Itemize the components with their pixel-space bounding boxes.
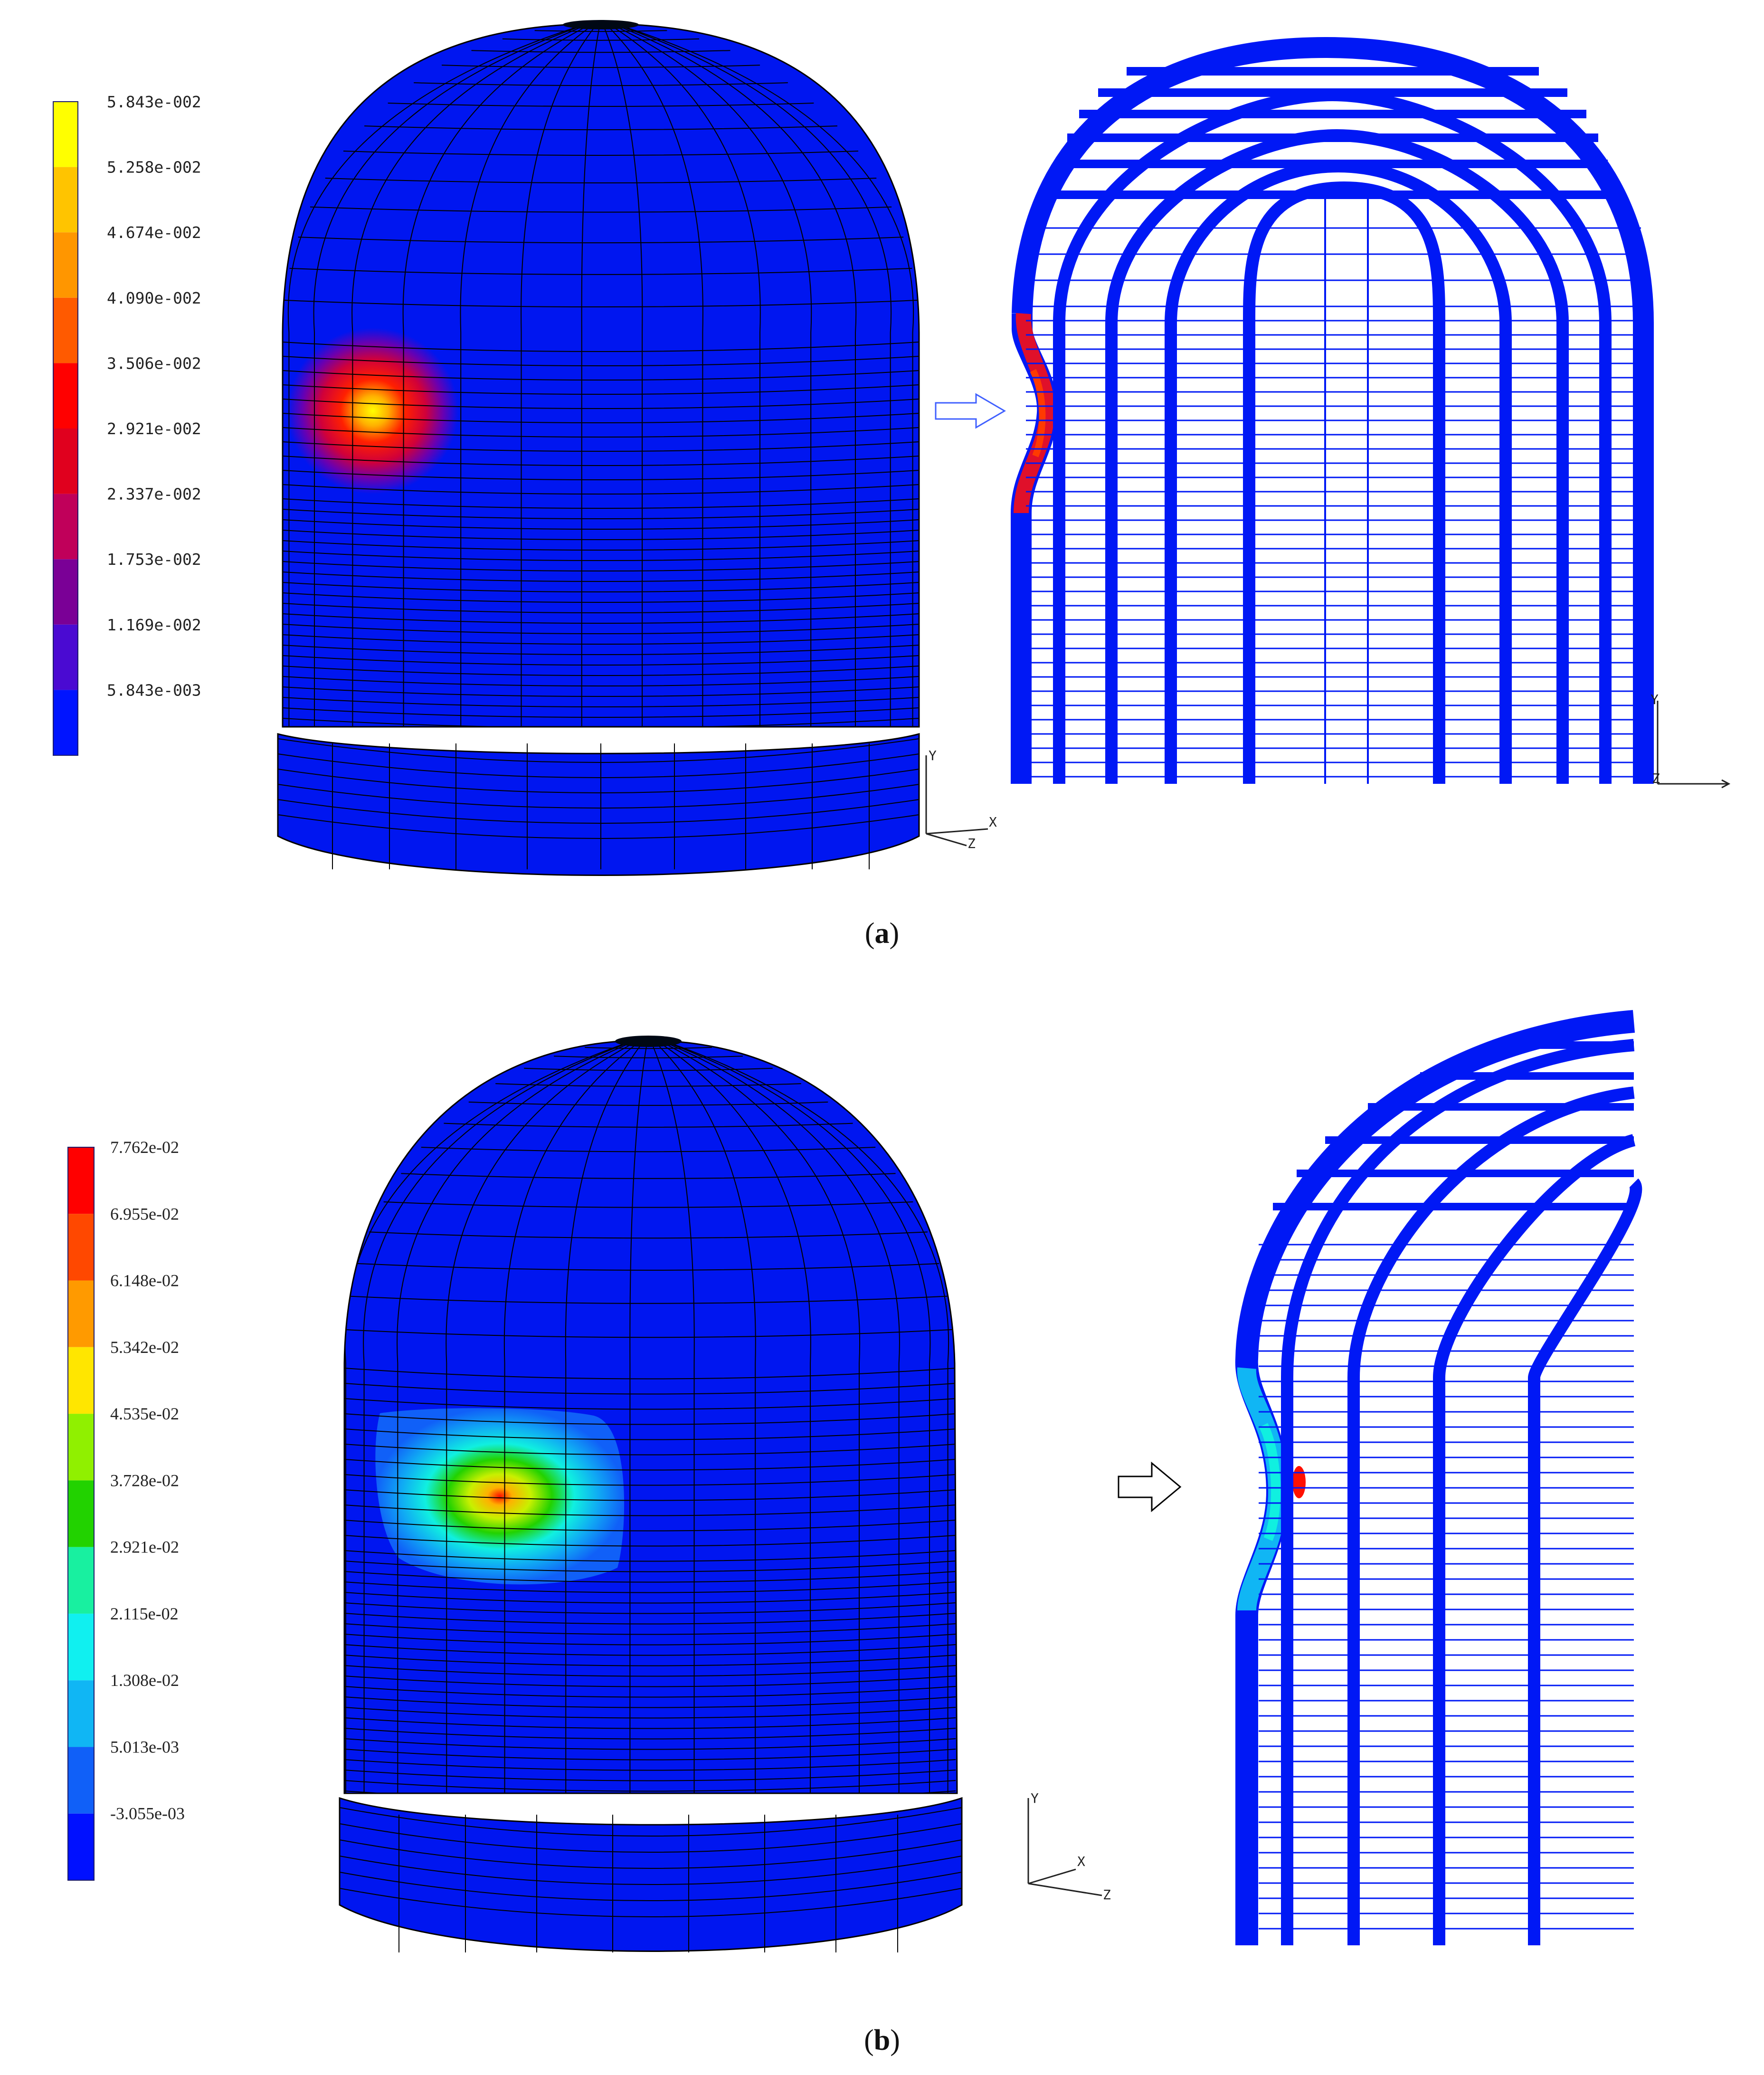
legend-swatch (53, 297, 78, 363)
shell-3d-b (339, 1036, 963, 1952)
legend-value: 6.955e-02 (110, 1204, 179, 1223)
legend-value: 6.148e-02 (110, 1271, 179, 1290)
section-a-frame (1011, 37, 1654, 784)
shell-a-apex (563, 20, 639, 29)
panel-b: 7.762e-02 6.955e-02 6.148e-02 5.342e-02 4.53… (67, 1010, 1642, 2056)
legend-swatch (53, 363, 78, 428)
legend-value: 5.843e-003 (107, 681, 201, 699)
legend-value: 3.728e-02 (110, 1471, 179, 1490)
shell-a-base (277, 733, 920, 876)
axis-a-x: X (989, 814, 997, 830)
legend-swatch (53, 167, 78, 233)
shell-b-mesh (344, 1040, 956, 1793)
legend-swatch (68, 1347, 94, 1414)
section-2d-a: Y Z (1011, 37, 1731, 789)
legend-swatch (68, 1280, 94, 1347)
axis-triad-b: Y X Z (1027, 1790, 1111, 1903)
legend-value: -3.055e-03 (110, 1804, 185, 1823)
axis-2d-a-y: Y (1650, 692, 1659, 707)
legend-value: 1.308e-02 (110, 1671, 179, 1690)
legend-value: 2.921e-002 (107, 419, 201, 438)
legend-swatch (68, 1613, 94, 1681)
shell-a-base-mesh (277, 738, 920, 869)
shell-a-hotspot (287, 328, 458, 494)
caption-b: (b) (864, 2024, 900, 2056)
axis-2d-a: Y Z (1650, 692, 1731, 789)
legend-value: 5.843e-002 (107, 93, 201, 111)
shell-b-apex (615, 1036, 682, 1047)
legend-value: 4.674e-002 (107, 223, 201, 242)
legend-value: 4.535e-02 (110, 1404, 179, 1423)
legend-swatch (53, 232, 78, 298)
shell-b-base-mesh (339, 1807, 962, 1952)
legend-value: 1.753e-002 (107, 550, 201, 569)
legend-swatch (53, 559, 78, 625)
caption-a: (a) (865, 917, 899, 950)
legend-b-colorbar (67, 1147, 95, 1881)
legend-swatch (68, 1147, 94, 1214)
legend-a-labels: 5.843e-002 5.258e-002 4.674e-002 4.090e-002… (107, 93, 201, 699)
legend-swatch (53, 428, 78, 494)
axis-b-x: X (1077, 1854, 1085, 1869)
axis-a-z: Z (967, 836, 976, 851)
legend-swatch (53, 102, 78, 167)
legend-swatch (53, 690, 78, 755)
legend-swatch (53, 494, 78, 560)
legend-b: 7.762e-02 6.955e-02 6.148e-02 5.342e-02 4.53… (67, 1138, 185, 1881)
legend-value: 3.506e-002 (107, 354, 201, 372)
legend-value: 5.013e-03 (110, 1737, 179, 1756)
shell-b-base (339, 1797, 963, 1952)
arrow-a (935, 393, 1006, 429)
axis-2d-a-z: Z (1652, 771, 1660, 786)
legend-value: 1.169e-002 (107, 616, 201, 634)
legend-value: 2.921e-02 (110, 1538, 179, 1557)
section-b-frame (1235, 1010, 1642, 1945)
shell-a-mesh (283, 24, 919, 727)
legend-value: 4.090e-002 (107, 289, 201, 307)
legend-value: 5.258e-002 (107, 158, 201, 177)
legend-a-colorbar (53, 101, 78, 756)
legend-swatch (68, 1680, 94, 1747)
axis-b-z: Z (1103, 1887, 1111, 1903)
legend-value: 2.337e-002 (107, 485, 201, 504)
legend-swatch (68, 1414, 94, 1481)
panel-a: 5.843e-002 5.258e-002 4.674e-002 4.090e-002… (53, 20, 1731, 950)
legend-swatch (68, 1480, 94, 1547)
legend-b-labels: 7.762e-02 6.955e-02 6.148e-02 5.342e-02 4.53… (110, 1138, 185, 1823)
axis-triad-a: Y X Z (925, 748, 997, 851)
legend-value: 7.762e-02 (110, 1138, 179, 1157)
legend-a: 5.843e-002 5.258e-002 4.674e-002 4.090e-002… (53, 93, 201, 756)
legend-swatch (53, 624, 78, 690)
axis-a-y: Y (929, 748, 937, 763)
shell-b-hotspot (375, 1408, 625, 1585)
arrow-b (1118, 1461, 1182, 1513)
shell-3d-a (277, 20, 920, 876)
legend-swatch (68, 1547, 94, 1614)
section-2d-b (1235, 1010, 1642, 1945)
legend-swatch (68, 1214, 94, 1281)
legend-swatch (68, 1813, 94, 1880)
legend-swatch (68, 1747, 94, 1814)
axis-b-y: Y (1031, 1790, 1039, 1806)
legend-value: 2.115e-02 (110, 1604, 179, 1623)
legend-value: 5.342e-02 (110, 1338, 179, 1357)
